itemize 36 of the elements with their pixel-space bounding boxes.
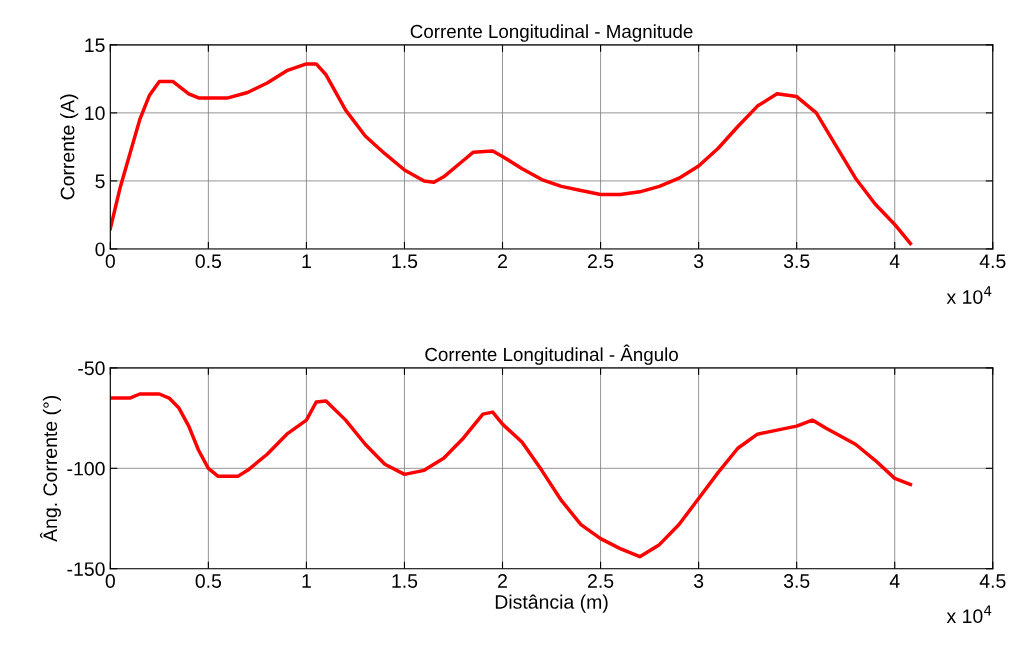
x-tick-label: 3: [693, 254, 704, 269]
x-tick-label: 3: [693, 574, 704, 588]
x-axis-title: Distância (m): [495, 594, 608, 613]
x-tick-label: 2.5: [588, 574, 614, 588]
x-tick-label: 1: [302, 254, 311, 268]
chart-title: Corrente Longitudinal - Magnitude: [410, 24, 693, 42]
x-tick-label: 4: [889, 254, 900, 268]
x-tick-label: 1.5: [392, 574, 418, 588]
line-series: [110, 392, 913, 559]
y-tick-label: -100: [67, 461, 105, 476]
y-tick-label: 10: [85, 106, 105, 121]
y-tick-label: -150: [67, 562, 105, 576]
x-tick-label: 1.5: [392, 254, 418, 269]
y-tick-label: 15: [85, 38, 105, 53]
y-axis-title: Âng. Corrente (°): [39, 395, 61, 542]
x-tick-label: 0.5: [195, 574, 222, 588]
y-axis-title: Corrente (A): [60, 94, 79, 200]
x-tick-label: 2: [498, 254, 507, 268]
x-tick-label: 4.5: [979, 574, 1006, 588]
line-series: [110, 62, 913, 246]
x-tick-label: 4: [889, 574, 900, 588]
x-tick-label: 0.5: [195, 254, 222, 269]
y-tick-label: 0: [95, 242, 105, 257]
x-tick-label: 2.5: [588, 254, 614, 269]
x-tick-label: 3.5: [783, 254, 810, 269]
y-tick-label: 5: [95, 174, 105, 189]
y-tick-label: -50: [78, 361, 105, 376]
x-tick-label: 2: [498, 574, 507, 588]
text: x 10$^{4}$: [946, 605, 992, 624]
text: x 10$^{4}$: [946, 286, 992, 304]
x-tick-label: 1: [302, 574, 311, 588]
x-tick-label: 3.5: [783, 574, 810, 588]
x-tick-label: 0: [105, 254, 115, 269]
x-tick-label: 4.5: [979, 254, 1006, 269]
chart-title: Corrente Longitudinal - Ângulo: [425, 344, 678, 365]
x-tick-label: 0: [105, 574, 115, 588]
